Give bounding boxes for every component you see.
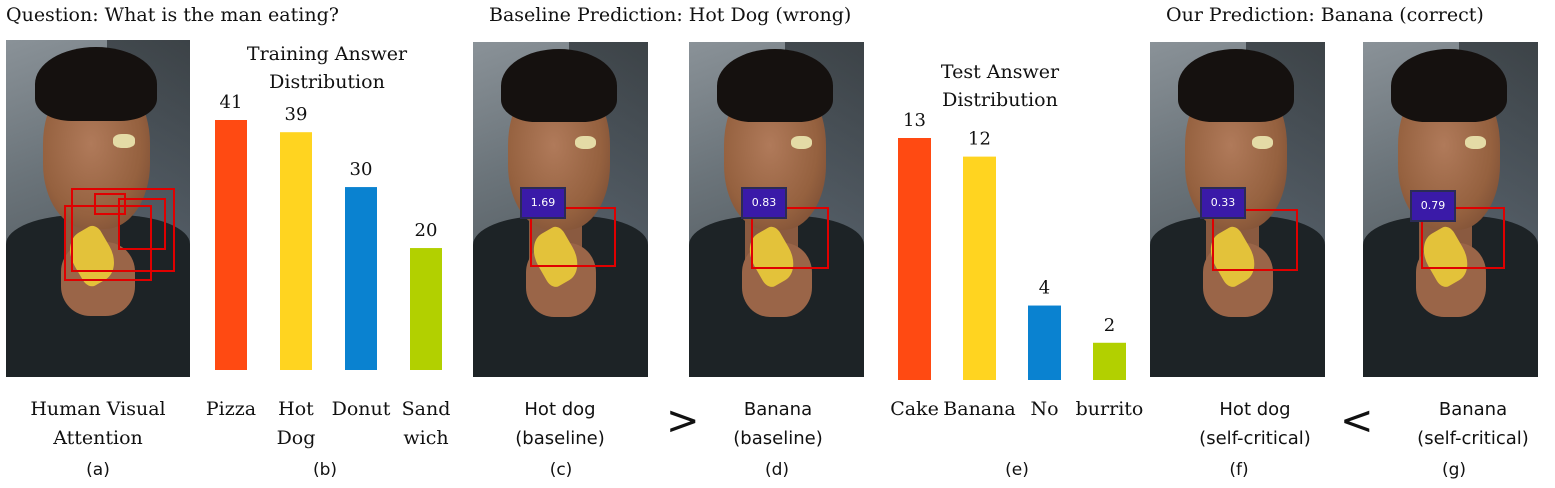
test-chart-title: Test Answer Distribution bbox=[912, 58, 1088, 114]
bar-value-label: 13 bbox=[903, 110, 926, 131]
caption-g-line2: (self-critical) bbox=[1417, 428, 1529, 449]
category-label: No bbox=[1030, 398, 1058, 420]
our-prediction-header: Our Prediction: Banana (correct) bbox=[1166, 4, 1484, 26]
training-chart-title: Training Answer Distribution bbox=[232, 40, 422, 96]
greater-than-symbol: > bbox=[666, 398, 700, 444]
region-box bbox=[1421, 207, 1505, 269]
baseline-prediction-header: Baseline Prediction: Hot Dog (wrong) bbox=[489, 4, 852, 26]
bar-value-label: 20 bbox=[415, 220, 438, 241]
bar-value-label: 4 bbox=[1039, 278, 1050, 299]
category-label: Sand bbox=[402, 398, 451, 420]
category-label: burrito bbox=[1076, 398, 1144, 420]
category-label: Hot bbox=[278, 398, 314, 420]
category-label: Dog bbox=[277, 427, 316, 449]
category-label: Cake bbox=[890, 398, 939, 420]
attention-score: 0.79 bbox=[1410, 190, 1456, 222]
training-chart-title-line2: Distribution bbox=[269, 71, 385, 93]
bar-donut bbox=[345, 187, 377, 370]
caption-f: Hot dog (self-critical) bbox=[1180, 395, 1330, 453]
panel-label-e: (e) bbox=[1005, 460, 1029, 480]
panel-label-g: (g) bbox=[1441, 460, 1467, 480]
attention-box bbox=[71, 188, 175, 272]
region-box bbox=[751, 207, 829, 269]
bar-banana bbox=[963, 156, 996, 380]
photo-baseline-banana: 0.83 bbox=[689, 42, 864, 377]
question-header: Question: What is the man eating? bbox=[6, 4, 339, 26]
bar-hot-dog bbox=[280, 132, 312, 370]
test-chart-title-line1: Test Answer bbox=[940, 61, 1060, 83]
category-label: Banana bbox=[943, 398, 1015, 420]
category-label: Pizza bbox=[206, 398, 256, 420]
panel-label-b: (b) bbox=[312, 460, 338, 480]
caption-d: Banana (baseline) bbox=[718, 395, 838, 453]
attention-box bbox=[64, 205, 152, 281]
attention-box bbox=[118, 198, 166, 250]
test-answer-chart: 13 Cake 12 Banana 4 No 2 burrito bbox=[890, 110, 1144, 420]
caption-f-line2: (self-critical) bbox=[1199, 428, 1311, 449]
caption-g-line1: Banana bbox=[1438, 399, 1508, 420]
panel-label-f: (f) bbox=[1229, 460, 1249, 480]
region-box bbox=[1212, 209, 1298, 271]
training-answer-chart: 41 Pizza 39 Hot Dog 30 Donut 20 Sand wich bbox=[206, 92, 451, 449]
bar-value-label: 39 bbox=[285, 104, 308, 125]
caption-a-line1: Human Visual bbox=[30, 398, 166, 420]
photo-human-attention bbox=[6, 40, 190, 377]
attention-box bbox=[94, 193, 126, 215]
panel-label-d: (d) bbox=[764, 460, 790, 480]
photo-selfcritical-banana: 0.79 bbox=[1363, 42, 1538, 377]
caption-d-line1: Banana bbox=[743, 399, 813, 420]
bar-no bbox=[1028, 305, 1061, 380]
caption-g: Banana (self-critical) bbox=[1398, 395, 1548, 453]
bar-burrito bbox=[1093, 342, 1126, 380]
bar-value-label: 12 bbox=[968, 129, 991, 150]
caption-d-line2: (baseline) bbox=[733, 428, 823, 449]
category-label: Donut bbox=[332, 398, 391, 420]
attention-score: 0.33 bbox=[1200, 187, 1246, 219]
bar-cake bbox=[898, 138, 931, 380]
bar-value-label: 41 bbox=[220, 92, 243, 113]
panel-label-a: (a) bbox=[86, 460, 110, 480]
attention-score: 0.83 bbox=[741, 187, 787, 219]
training-chart-title-line1: Training Answer bbox=[246, 43, 408, 65]
bar-value-label: 2 bbox=[1104, 315, 1115, 336]
caption-c-line2: (baseline) bbox=[515, 428, 605, 449]
caption-f-line1: Hot dog bbox=[1219, 399, 1291, 420]
bar-sandwich bbox=[410, 248, 442, 370]
caption-c: Hot dog (baseline) bbox=[510, 395, 610, 453]
photo-selfcritical-hotdog: 0.33 bbox=[1150, 42, 1325, 377]
less-than-symbol: < bbox=[1340, 398, 1374, 444]
caption-c-line1: Hot dog bbox=[524, 399, 596, 420]
panel-label-c: (c) bbox=[549, 460, 573, 480]
test-chart-title-line2: Distribution bbox=[942, 89, 1058, 111]
caption-a: Human Visual Attention bbox=[18, 395, 178, 453]
photo-baseline-hotdog: 1.69 bbox=[473, 42, 648, 377]
category-label: wich bbox=[403, 427, 448, 449]
bar-value-label: 30 bbox=[350, 159, 373, 180]
attention-score: 1.69 bbox=[520, 187, 566, 219]
bar-pizza bbox=[215, 120, 247, 370]
caption-a-line2: Attention bbox=[53, 427, 143, 449]
region-box bbox=[530, 207, 616, 267]
